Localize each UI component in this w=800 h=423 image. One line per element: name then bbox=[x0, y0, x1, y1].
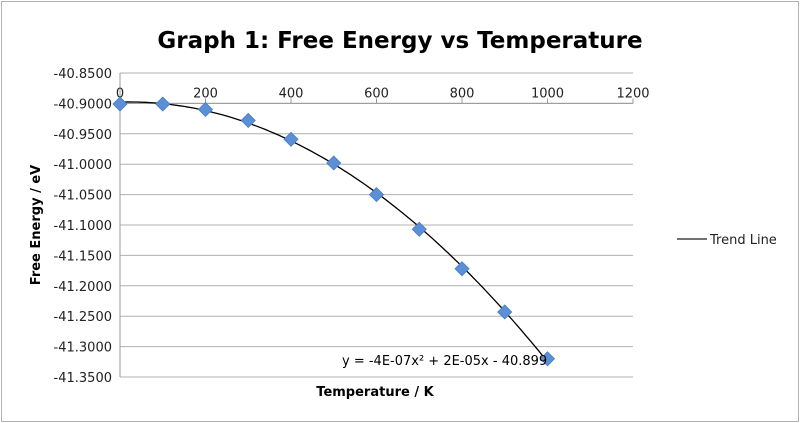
y-tick-label: -41.0000 bbox=[54, 158, 112, 173]
data-point bbox=[240, 112, 256, 128]
trend-line bbox=[119, 101, 549, 363]
y-tick-label: -41.3000 bbox=[54, 341, 112, 356]
data-point bbox=[326, 155, 342, 171]
y-tick-label: -40.9000 bbox=[54, 97, 112, 112]
y-tick-label: -40.8500 bbox=[54, 67, 112, 82]
data-point bbox=[283, 131, 299, 147]
data-point bbox=[112, 96, 128, 112]
data-point bbox=[497, 304, 513, 320]
x-tick-label: 0 bbox=[116, 86, 124, 101]
x-axis-label: Temperature / K bbox=[316, 385, 434, 400]
data-point bbox=[454, 261, 470, 277]
x-tick-label: 1000 bbox=[531, 86, 564, 101]
y-tick-label: -41.1000 bbox=[54, 219, 112, 234]
data-point bbox=[411, 221, 427, 237]
y-tick-label: -41.2000 bbox=[54, 280, 112, 295]
y-tick-label: -41.2500 bbox=[54, 310, 112, 325]
x-tick-label: 600 bbox=[364, 86, 389, 101]
data-point bbox=[197, 101, 214, 118]
y-axis-label: Free Energy / eV bbox=[29, 165, 44, 285]
trendline-equation: y = -4E-07x² + 2E-05x - 40.899 bbox=[342, 354, 547, 369]
x-tick-label: 800 bbox=[450, 86, 475, 101]
data-point bbox=[155, 96, 171, 112]
data-point bbox=[539, 351, 556, 367]
x-tick-label: 200 bbox=[193, 86, 218, 101]
x-tick-label: 400 bbox=[279, 86, 304, 101]
y-tick-label: -40.9500 bbox=[54, 128, 112, 143]
x-tick-label: 1200 bbox=[616, 86, 649, 101]
y-tick-label: -41.1500 bbox=[54, 249, 112, 264]
chart-title: Graph 1: Free Energy vs Temperature bbox=[157, 28, 642, 54]
legend-trend-line: Trend Line bbox=[709, 233, 777, 248]
y-tick-label: -41.3500 bbox=[54, 371, 112, 386]
y-tick-label: -41.0500 bbox=[54, 189, 112, 204]
data-point bbox=[368, 187, 385, 203]
